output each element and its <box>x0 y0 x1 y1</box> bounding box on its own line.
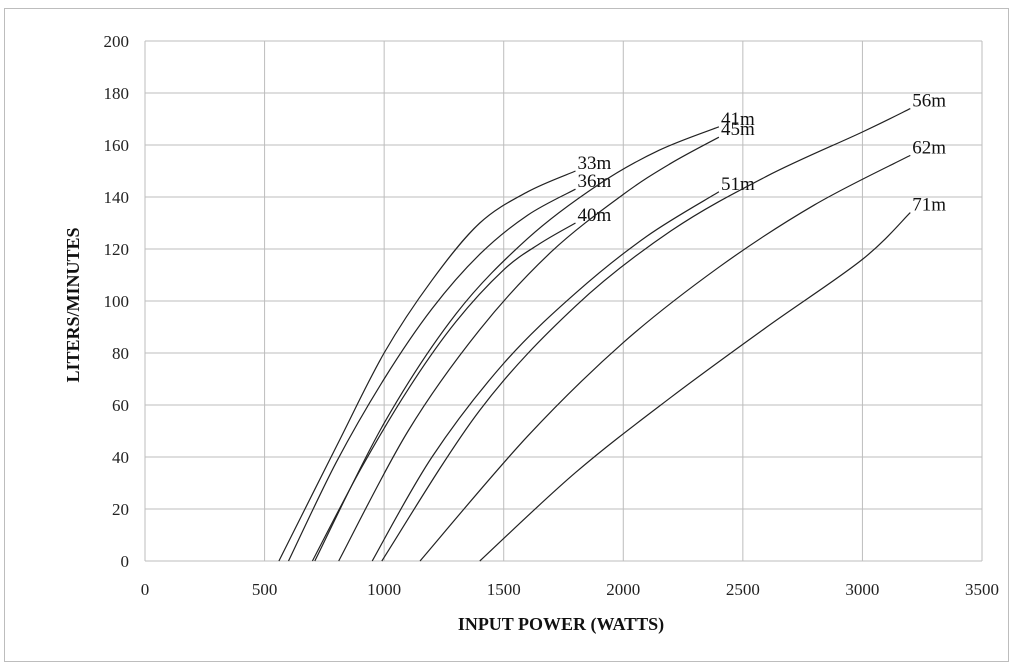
x-tick-label: 1000 <box>367 580 401 599</box>
grid-layer <box>144 40 983 562</box>
x-tick-label: 2500 <box>726 580 760 599</box>
x-tick-label: 1500 <box>487 580 521 599</box>
y-tick-label: 200 <box>104 32 130 51</box>
series-label-45m: 45m <box>721 119 755 140</box>
chart: 0 500 1000 1500 2000 2500 3000 3500 0 20 40 60 80 100… <box>63 32 1000 635</box>
chart-frame: 0 500 1000 1500 2000 2500 3000 3500 0 20 40 60 80 100… <box>4 8 1009 662</box>
series-line-41m <box>314 126 720 562</box>
series-label-36m: 36m <box>577 171 611 192</box>
series-label-41m: 41m <box>721 109 755 130</box>
series-label-51m: 51m <box>721 174 755 195</box>
series-line-36m <box>287 188 576 562</box>
y-tick-label: 80 <box>112 344 129 363</box>
x-tick-label: 2000 <box>606 580 640 599</box>
x-tick-label: 500 <box>252 580 278 599</box>
series-line-71m <box>479 212 911 562</box>
y-tick-label: 160 <box>104 136 130 155</box>
y-tick-label: 140 <box>104 188 130 207</box>
y-tick-label: 60 <box>112 396 129 415</box>
series-line-33m <box>278 170 576 562</box>
tick-layer: 0 500 1000 1500 2000 2500 3000 3500 0 20 40 60 80 100… <box>104 32 1000 599</box>
y-tick-label: 180 <box>104 84 130 103</box>
y-tick-label: 100 <box>104 292 130 311</box>
y-axis-title: LITERS/MINUTES <box>63 227 83 382</box>
series-label-33m: 33m <box>577 153 611 174</box>
x-tick-label: 0 <box>141 580 150 599</box>
x-tick-label: 3500 <box>965 580 999 599</box>
series-label-56m: 56m <box>912 91 946 112</box>
y-tick-label: 0 <box>121 552 130 571</box>
y-tick-label: 20 <box>112 500 129 519</box>
series-line-62m <box>419 154 911 562</box>
series-label-62m: 62m <box>912 137 946 158</box>
y-tick-label: 120 <box>104 240 130 259</box>
x-tick-label: 3000 <box>845 580 879 599</box>
x-axis-title: INPUT POWER (WATTS) <box>458 614 664 635</box>
y-tick-label: 40 <box>112 448 129 467</box>
series-line-45m <box>338 136 720 562</box>
series-label-71m: 71m <box>912 195 946 216</box>
series-line-40m <box>311 222 576 562</box>
series-line-51m <box>371 191 720 562</box>
series-line-56m <box>381 108 911 562</box>
